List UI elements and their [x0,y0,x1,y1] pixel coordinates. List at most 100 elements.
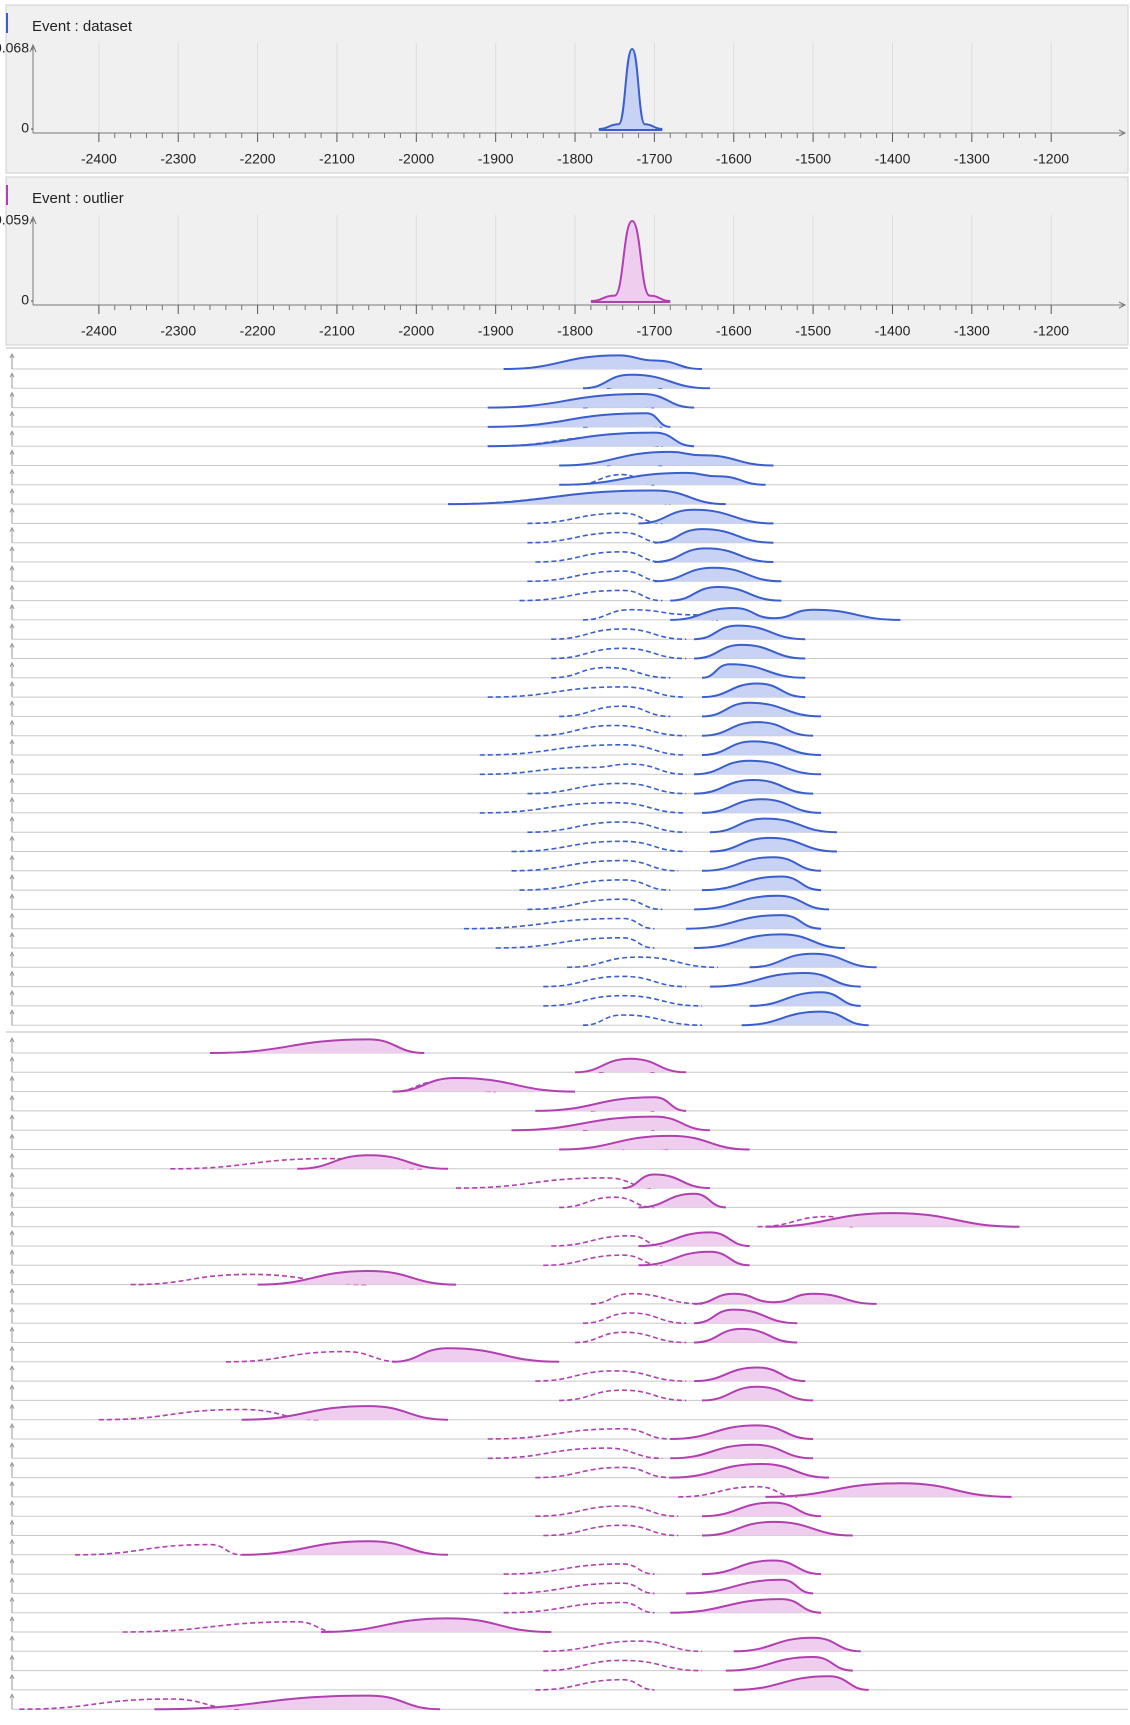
x-tick-label: -2000 [398,323,434,339]
ridge-line [257,1269,456,1286]
ridge-area [487,413,671,427]
ridge-line [694,643,806,660]
ridge-line [487,412,671,428]
row-axis-arrow [9,1654,15,1660]
ridge-area [749,953,877,968]
x-tick-label: -1800 [557,323,593,339]
x-axis-arrow [1118,301,1127,309]
ridge-line [392,1076,576,1093]
row-axis-arrow [9,1191,15,1197]
density-line [598,47,663,130]
x-tick-label: -1700 [636,323,672,339]
row-axis-arrow [9,989,15,996]
row-axis-arrow [9,1403,15,1409]
x-tick-label: -1400 [875,151,911,167]
row-axis-arrow [9,410,15,417]
ridge-area [487,394,695,408]
ridge-area [702,1386,814,1401]
ridge-line [702,740,822,756]
row-axis-arrow [9,487,15,494]
row-axis-arrow [9,912,15,918]
ridge-line [670,1598,822,1614]
ridge-line [559,471,766,486]
ridge-line [702,1501,822,1518]
ridge-dashed-line [75,1543,242,1556]
ridge-area [702,799,822,813]
row-axis-arrow [9,1480,15,1487]
row-axis-arrow [9,526,15,532]
ridge-area [209,1039,425,1053]
ridge-dashed-line [527,531,663,544]
ridge-area [575,1058,687,1073]
ridge-dashed-line [463,917,655,930]
ridge-area [654,567,782,582]
ridge-area [535,1097,687,1111]
x-tick-label: -2000 [398,151,434,167]
ridge-dashed-line [487,1427,671,1440]
ridge-area [702,857,822,871]
ridge-line [709,817,837,834]
ridge-dashed-line [543,994,703,1007]
ridge-area [702,1521,853,1536]
density-area [598,49,663,129]
ridge-line [709,971,861,988]
row-axis-arrow [9,1693,15,1699]
ridge-area [709,837,837,852]
ridge-area [654,529,774,543]
ridge-line [511,1115,710,1132]
ridge-area [709,818,837,833]
x-tick-label: -1400 [875,323,911,339]
row-axis-arrow [9,1326,15,1332]
row-axis-arrow [9,1673,15,1680]
ridge-dashed-line [590,1292,703,1305]
row-axis-arrow [9,1500,15,1506]
ridge-line [392,1347,560,1363]
ridge-line [154,1694,441,1711]
ridge-line [749,952,877,969]
ridge-area [487,432,695,447]
ridge-area [694,1328,798,1343]
ridge-area [702,702,822,717]
ridge-dashed-line [535,1678,655,1691]
ridge-area [733,1676,869,1690]
ridge-line [670,1424,814,1440]
ridge-line [448,489,726,506]
ridge-dashed-line [559,1389,687,1402]
row-axis-arrow [9,372,15,378]
ridge-area [694,644,806,659]
row-axis-arrow [9,777,15,783]
ridge-area [694,760,822,775]
ridge-line [702,1559,822,1576]
ridge-dashed-line [527,512,663,525]
ridge-line [638,508,774,525]
row-axis-arrow [9,1075,15,1081]
ridge-line [241,1405,449,1421]
ridge-area [702,1560,822,1575]
x-tick-label: -1200 [1033,151,1069,167]
ridge-dashed-line [543,1524,679,1537]
ridge-area [257,1271,456,1285]
ridge-dashed-line [479,743,687,756]
ridge-line [559,1134,750,1151]
x-tick-label: -1300 [954,151,990,167]
x-tick-label: -2300 [160,323,196,339]
row-axis-arrow [9,1287,15,1294]
ridge-line [209,1038,425,1054]
ridge-line [487,431,695,448]
ridge-line [535,1096,687,1112]
row-axis-arrow [9,1268,15,1274]
ridge-area [297,1155,449,1169]
ridge-line [741,1010,869,1027]
y-tick-label: 0 [21,120,29,136]
ridge-dashed-line [551,1234,663,1247]
x-tick-label: -2300 [160,151,196,167]
ridge-line [622,1173,710,1190]
row-axis-arrow [9,1557,15,1564]
panel [5,4,1129,174]
row-axis-arrow [9,931,15,938]
row-axis-arrow [9,507,15,513]
ridge-dashed-line [19,1698,242,1710]
ridge-area [511,1116,710,1131]
x-tick-label: -2400 [81,323,117,339]
